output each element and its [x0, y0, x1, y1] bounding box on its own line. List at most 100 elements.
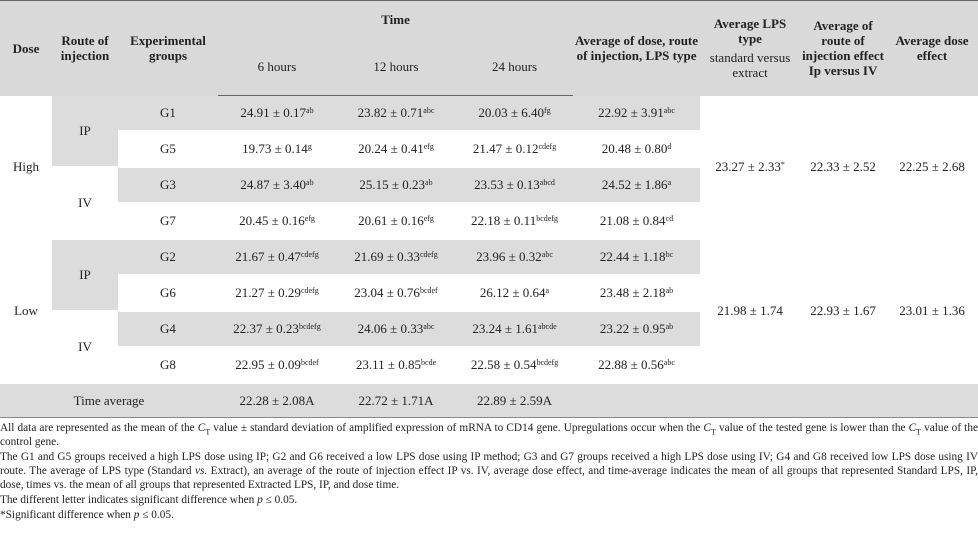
value-cell: 23.48 ± 2.18ab [573, 275, 701, 312]
group-cell: G7 [118, 203, 218, 240]
value-cell: 23.96 ± 0.32abc [456, 239, 574, 276]
cell-value: 22.18 ± 0.11 [471, 213, 537, 228]
significance-letters: abc [423, 322, 435, 331]
footnote-text: C [197, 422, 206, 434]
dose-cell: High [0, 95, 52, 240]
header-cell: Time [218, 0, 574, 37]
group-cell: G4 [118, 311, 218, 348]
cell-value: 20.61 ± 0.16 [358, 213, 424, 228]
significance-letters: bcde [421, 358, 437, 367]
value-cell: 21.69 ± 0.33cdefg [336, 239, 456, 276]
cell-value: 22.88 ± 0.56 [598, 357, 664, 372]
cell-value: 21.27 ± 0.29 [235, 285, 301, 300]
cell-value: 22.92 ± 3.91 [598, 104, 664, 120]
group-cell: G1 [118, 95, 218, 132]
footnote-text: *Significant difference when [0, 509, 134, 521]
cell-value: 20.24 ± 0.41 [358, 141, 424, 156]
group-cell: G2 [118, 239, 218, 276]
cell-value: 22.95 ± 0.09 [235, 357, 301, 372]
route-cell: IP [52, 95, 118, 168]
route-average-cell: 22.93 ± 1.67 [800, 239, 887, 384]
significance-letters: bcdef [419, 286, 438, 295]
significance-letters: ab [665, 286, 674, 295]
cell-value: 24.91 ± 0.17 [240, 105, 307, 120]
cell-value: 23.27 ± 2.33 [715, 158, 781, 174]
significance-letters: ab [425, 178, 433, 187]
cell-value: 26.12 ± 0.64 [479, 285, 546, 300]
footnote-text: vs. [194, 465, 208, 477]
significance-letters: a [667, 178, 672, 187]
cell-value: 23.96 ± 0.32 [476, 249, 542, 264]
cell-value: 24.06 ± 0.33 [357, 321, 424, 336]
value-cell: 20.45 ± 0.16efg [218, 203, 336, 240]
table-row: G7 20.45 ± 0.16efg 20.61 ± 0.16efg 22.18 ± … [0, 203, 978, 240]
value-cell: 22.58 ± 0.54bcdefg [456, 347, 574, 384]
value-cell: 21.27 ± 0.29cdefg [218, 275, 336, 312]
significance-letters: bc [665, 250, 674, 259]
value-cell: 24.87 ± 3.40ab [218, 167, 336, 204]
cell-value: 21.69 ± 0.33 [354, 249, 420, 264]
significance-letters: abc [663, 105, 675, 115]
footnote-text: T [710, 427, 716, 437]
footnote-text: Extract), an average of the route of inj… [0, 465, 978, 491]
route-cell: IP [52, 239, 118, 312]
lps-average-cell: 21.98 ± 1.74 [700, 239, 801, 384]
significance-letters: bcdefg [536, 214, 558, 223]
significance-letters: abc [663, 358, 675, 367]
value-cell: 23.82 ± 0.71abc [336, 95, 456, 132]
route-cell: IV [52, 311, 118, 384]
header-cell: Average LPS type standard versus extract [700, 0, 801, 96]
value-cell: 20.48 ± 0.80d [573, 131, 701, 168]
footnote-text: ≤ 0.05. [139, 509, 174, 521]
cell-value: 22.37 ± 0.23 [233, 321, 299, 336]
results-table: Dose Route of injection Experimental gro… [0, 0, 978, 418]
group-cell: G6 [118, 275, 218, 312]
significance-letters: fg [544, 106, 551, 115]
value-cell: 24.91 ± 0.17ab [218, 95, 336, 132]
route-cell: IV [52, 167, 118, 240]
table-row: G8 22.95 ± 0.09bcdef 23.11 ± 0.85bcde 22.58… [0, 347, 978, 384]
significance-letters: d [667, 142, 672, 151]
table-row: G5 19.73 ± 0.14g 20.24 ± 0.41efg 21.47 ± 0.… [0, 131, 978, 168]
footnotes: All data are represented as the mean of … [0, 421, 978, 522]
footnote: *Significant difference when p ≤ 0.05. [0, 508, 978, 522]
footnote: All data are represented as the mean of … [0, 421, 978, 449]
empty-cell [573, 382, 978, 418]
significance-letters: ab [306, 106, 314, 115]
value-cell: 26.12 ± 0.64a [456, 275, 574, 312]
significance-letters: abc [423, 106, 435, 115]
time-average-value: 22.28 ± 2.08A [218, 382, 336, 418]
route-average-cell: 22.33 ± 2.52 [800, 95, 887, 240]
header-cell: Average dose effect [886, 0, 978, 96]
significance-letters: cdefg [419, 250, 438, 259]
significance-letters: efg [423, 142, 434, 151]
header-cell: Average of route of injection effect Ip … [800, 0, 887, 96]
cell-value: 23.04 ± 0.76 [354, 285, 420, 300]
lps-average-cell: 23.27 ± 2.33* [700, 95, 801, 240]
value-cell: 23.11 ± 0.85bcde [336, 347, 456, 384]
footnote-text: T [916, 427, 922, 437]
cell-value: 23.53 ± 0.13 [474, 177, 540, 192]
footnote-text: ≤ 0.05. [262, 494, 298, 506]
significance-letters: cd [665, 214, 674, 223]
footnote: The different letter indicates significa… [0, 493, 978, 507]
table-row: High IP G1 24.91 ± 0.17ab 23.82 ± 0.71abc 20.… [0, 95, 978, 240]
significance-letters: abcd [539, 178, 555, 187]
header-cell: Dose [0, 0, 52, 96]
header-cell: Route of injection [52, 0, 118, 96]
cell-value: 23.82 ± 0.71 [357, 105, 424, 120]
value-cell: 19.73 ± 0.14g [218, 131, 336, 168]
footnote-text: C [908, 422, 917, 434]
table-row: G6 21.27 ± 0.29cdefg 23.04 ± 0.76bcdef 26.1… [0, 275, 978, 312]
cell-value: 22.44 ± 1.18 [599, 249, 666, 264]
header-cell: Experimental groups [118, 0, 218, 96]
significance-letters: g [307, 142, 312, 151]
header-cell: 24 hours [456, 37, 574, 96]
value-cell: 22.18 ± 0.11bcdefg [456, 203, 574, 240]
value-cell: 22.37 ± 0.23bcdefg [218, 311, 336, 348]
significance-letters: abc [541, 250, 553, 259]
value-cell: 21.08 ± 0.84cd [573, 203, 701, 240]
footnote-text: C [703, 422, 711, 434]
table-row: IV G4 22.37 ± 0.23bcdefg 24.06 ± 0.33abc 23.… [0, 311, 978, 384]
significance-letters: bcdefg [298, 322, 321, 331]
